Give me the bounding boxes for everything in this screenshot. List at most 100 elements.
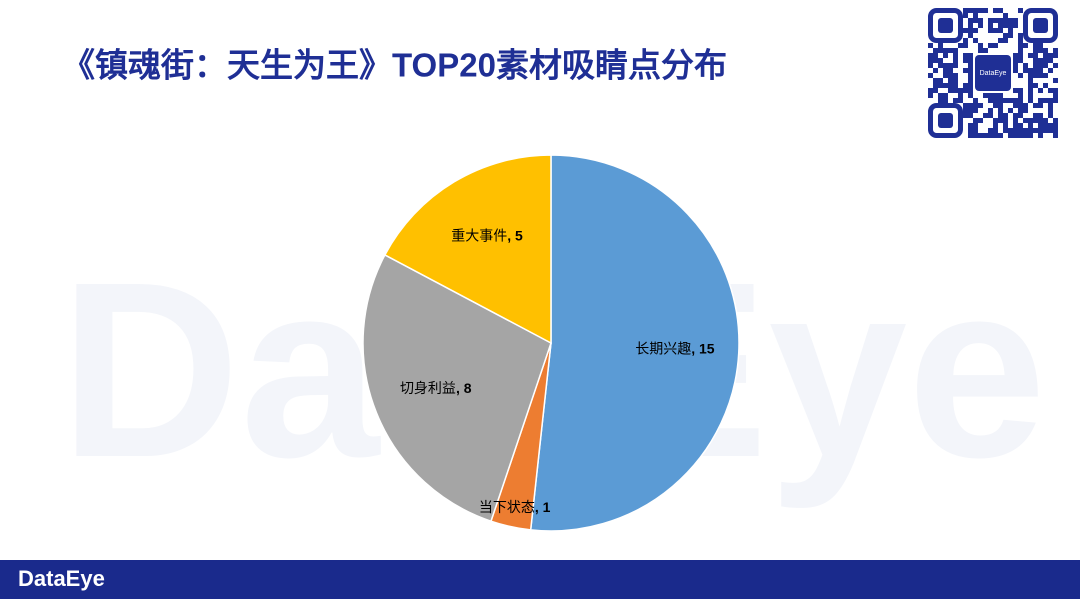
qr-module <box>1018 48 1023 53</box>
qr-module <box>968 8 973 13</box>
qr-module <box>1033 43 1038 48</box>
qr-module <box>1018 108 1023 113</box>
qr-module <box>1003 38 1008 43</box>
qr-module <box>978 103 983 108</box>
qr-module <box>1008 108 1013 113</box>
qr-module <box>998 98 1003 103</box>
qr-module <box>1033 128 1038 133</box>
qr-module <box>953 53 958 58</box>
qr-module <box>938 63 943 68</box>
qr-module <box>1018 53 1023 58</box>
qr-module <box>948 48 953 53</box>
data-label-category: 当下状态 <box>479 499 535 515</box>
qr-module <box>1008 18 1013 23</box>
qr-module <box>1038 128 1043 133</box>
qr-module <box>1018 33 1023 38</box>
qr-module <box>968 73 973 78</box>
qr-module <box>1038 123 1043 128</box>
qr-module <box>1028 118 1033 123</box>
pie <box>362 154 740 532</box>
qr-module <box>1023 63 1028 68</box>
qr-module <box>953 83 958 88</box>
qr-module <box>1023 133 1028 138</box>
qr-module <box>973 118 978 123</box>
qr-module <box>1053 88 1058 93</box>
qr-module <box>1018 123 1023 128</box>
qr-module <box>1033 103 1038 108</box>
qr-module <box>1018 93 1023 98</box>
data-label-category: 重大事件 <box>451 227 507 243</box>
qr-module <box>993 133 998 138</box>
qr-module <box>933 53 938 58</box>
data-label: 当下状态, 1 <box>479 499 551 515</box>
qr-module <box>1013 118 1018 123</box>
qr-module <box>958 98 963 103</box>
qr-module <box>1048 128 1053 133</box>
qr-module <box>998 118 1003 123</box>
footer-bar <box>0 560 1080 599</box>
qr-module <box>968 63 973 68</box>
qr-module <box>983 133 988 138</box>
qr-module <box>1018 58 1023 63</box>
qr-module <box>933 83 938 88</box>
qr-finder <box>1023 8 1058 43</box>
qr-module <box>1053 48 1058 53</box>
qr-module <box>983 93 988 98</box>
qr-module <box>998 28 1003 33</box>
qr-module <box>1043 98 1048 103</box>
qr-module <box>943 53 948 58</box>
qr-module <box>1038 48 1043 53</box>
qr-logo-text: DataEye <box>980 70 1007 77</box>
data-label: 长期兴趣, 15 <box>635 340 715 356</box>
qr-module <box>1013 68 1018 73</box>
qr-module <box>1043 128 1048 133</box>
qr-module <box>1043 58 1048 63</box>
qr-module <box>998 103 1003 108</box>
qr-module <box>1038 43 1043 48</box>
qr-module <box>968 18 973 23</box>
qr-module <box>1053 133 1058 138</box>
qr-module <box>1053 123 1058 128</box>
qr-module <box>1053 128 1058 133</box>
qr-module <box>1038 73 1043 78</box>
qr-module <box>998 113 1003 118</box>
qr-module <box>1048 103 1053 108</box>
qr-module <box>1028 98 1033 103</box>
data-label-separator: , <box>691 340 699 356</box>
qr-module <box>993 8 998 13</box>
qr-module <box>1008 98 1013 103</box>
qr-logo <box>975 55 1011 91</box>
qr-module <box>953 73 958 78</box>
qr-module <box>1028 68 1033 73</box>
qr-module <box>998 38 1003 43</box>
qr-module <box>1048 68 1053 73</box>
qr-module <box>973 28 978 33</box>
qr-module <box>968 68 973 73</box>
qr-module <box>988 128 993 133</box>
qr-module <box>1043 83 1048 88</box>
qr-module <box>1023 108 1028 113</box>
qr-module <box>953 63 958 68</box>
qr-module <box>963 113 968 118</box>
qr-module <box>963 108 968 113</box>
qr-module <box>998 133 1003 138</box>
qr-module <box>1028 53 1033 58</box>
qr-module <box>1033 118 1038 123</box>
qr-module <box>953 58 958 63</box>
qr-module <box>1023 68 1028 73</box>
qr-module <box>1048 58 1053 63</box>
qr-module <box>1008 33 1013 38</box>
data-label-value: 1 <box>543 499 551 515</box>
qr-module <box>1028 83 1033 88</box>
qr-finder <box>928 8 963 43</box>
qr-module <box>963 13 968 18</box>
qr-module <box>963 58 968 63</box>
qr-module <box>978 48 983 53</box>
qr-module <box>998 18 1003 23</box>
qr-finder <box>928 103 963 138</box>
qr-module <box>1033 63 1038 68</box>
qr-module <box>1018 8 1023 13</box>
qr-module <box>983 8 988 13</box>
qr-module <box>1053 53 1058 58</box>
qr-module <box>1003 18 1008 23</box>
